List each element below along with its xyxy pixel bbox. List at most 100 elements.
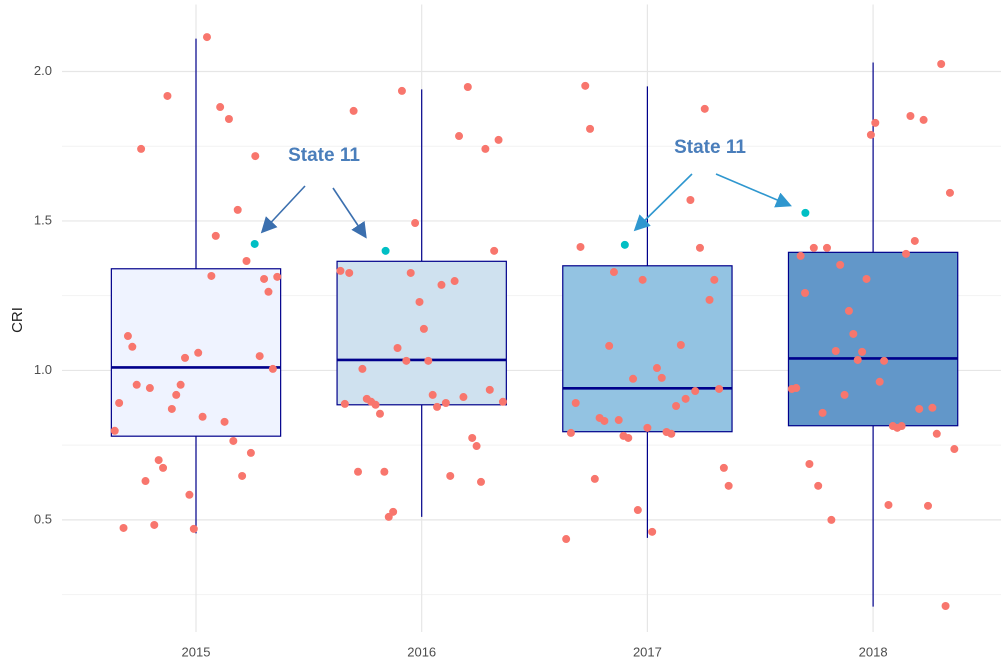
point [831,346,840,355]
point [686,196,695,205]
point [919,115,928,124]
point [937,59,946,68]
point [406,268,415,277]
point [633,506,642,515]
point [924,501,932,510]
y-tick-label: 2.0 [34,63,52,78]
point [455,132,464,141]
point [643,423,652,432]
point [238,471,247,480]
highlight-point [801,208,810,217]
point [233,205,242,214]
point [676,341,685,350]
point [840,390,849,399]
arrow [260,185,306,234]
box [562,265,733,433]
point [358,364,367,373]
x-tick-label: 2018 [859,644,888,659]
y-tick-label: 1.5 [34,212,52,227]
point [614,416,623,425]
point [246,448,255,457]
point [906,112,915,121]
point [691,387,700,396]
point [194,348,203,357]
point [393,343,402,352]
point [695,243,704,252]
point [700,104,709,113]
point [459,393,468,402]
point [902,249,911,258]
point [490,246,499,255]
point [915,404,924,413]
point [154,456,163,465]
point [638,275,647,284]
point [818,408,827,417]
point [207,271,216,280]
point [667,429,676,438]
point [251,152,260,161]
point [605,341,614,350]
point [380,467,389,476]
point [792,384,801,393]
highlight-point [381,246,390,255]
point [159,463,168,472]
point [600,416,609,425]
point [849,329,858,338]
point [198,412,207,421]
arrow [332,187,367,239]
box [787,251,959,427]
point [941,601,950,610]
arrow [633,173,693,232]
point [115,399,124,408]
point [119,523,128,532]
point [264,287,273,296]
point [185,490,194,499]
highlight-point [250,239,259,248]
point [476,477,485,486]
point [581,81,590,90]
point [424,356,433,365]
point [796,251,805,260]
point [624,433,633,442]
point [132,380,141,389]
point [844,306,853,315]
point [441,399,450,408]
point [498,397,507,406]
point [871,118,880,127]
point [224,114,233,123]
point [805,459,814,468]
point [354,467,363,476]
point [181,353,190,362]
point [590,474,599,483]
point [428,390,437,399]
point [437,280,446,289]
point [715,384,724,393]
point [141,477,150,486]
point [932,429,941,438]
point [827,515,836,524]
point [202,33,211,42]
point [880,356,889,365]
y-axis-label: CRI [9,307,26,333]
point [189,524,198,533]
point [814,481,823,490]
point [853,355,862,364]
point [485,385,494,394]
point [389,507,398,516]
point [273,272,282,281]
point [345,268,354,277]
point [648,527,657,536]
point [176,380,185,389]
box [110,268,282,437]
x-tick-label: 2017 [633,644,662,659]
point [710,275,719,284]
point [229,436,238,445]
point [481,144,490,153]
point [340,399,349,408]
point [681,394,690,403]
arrow [715,173,792,208]
point [433,402,442,411]
annotation-arrows [260,173,792,239]
point [110,426,119,435]
